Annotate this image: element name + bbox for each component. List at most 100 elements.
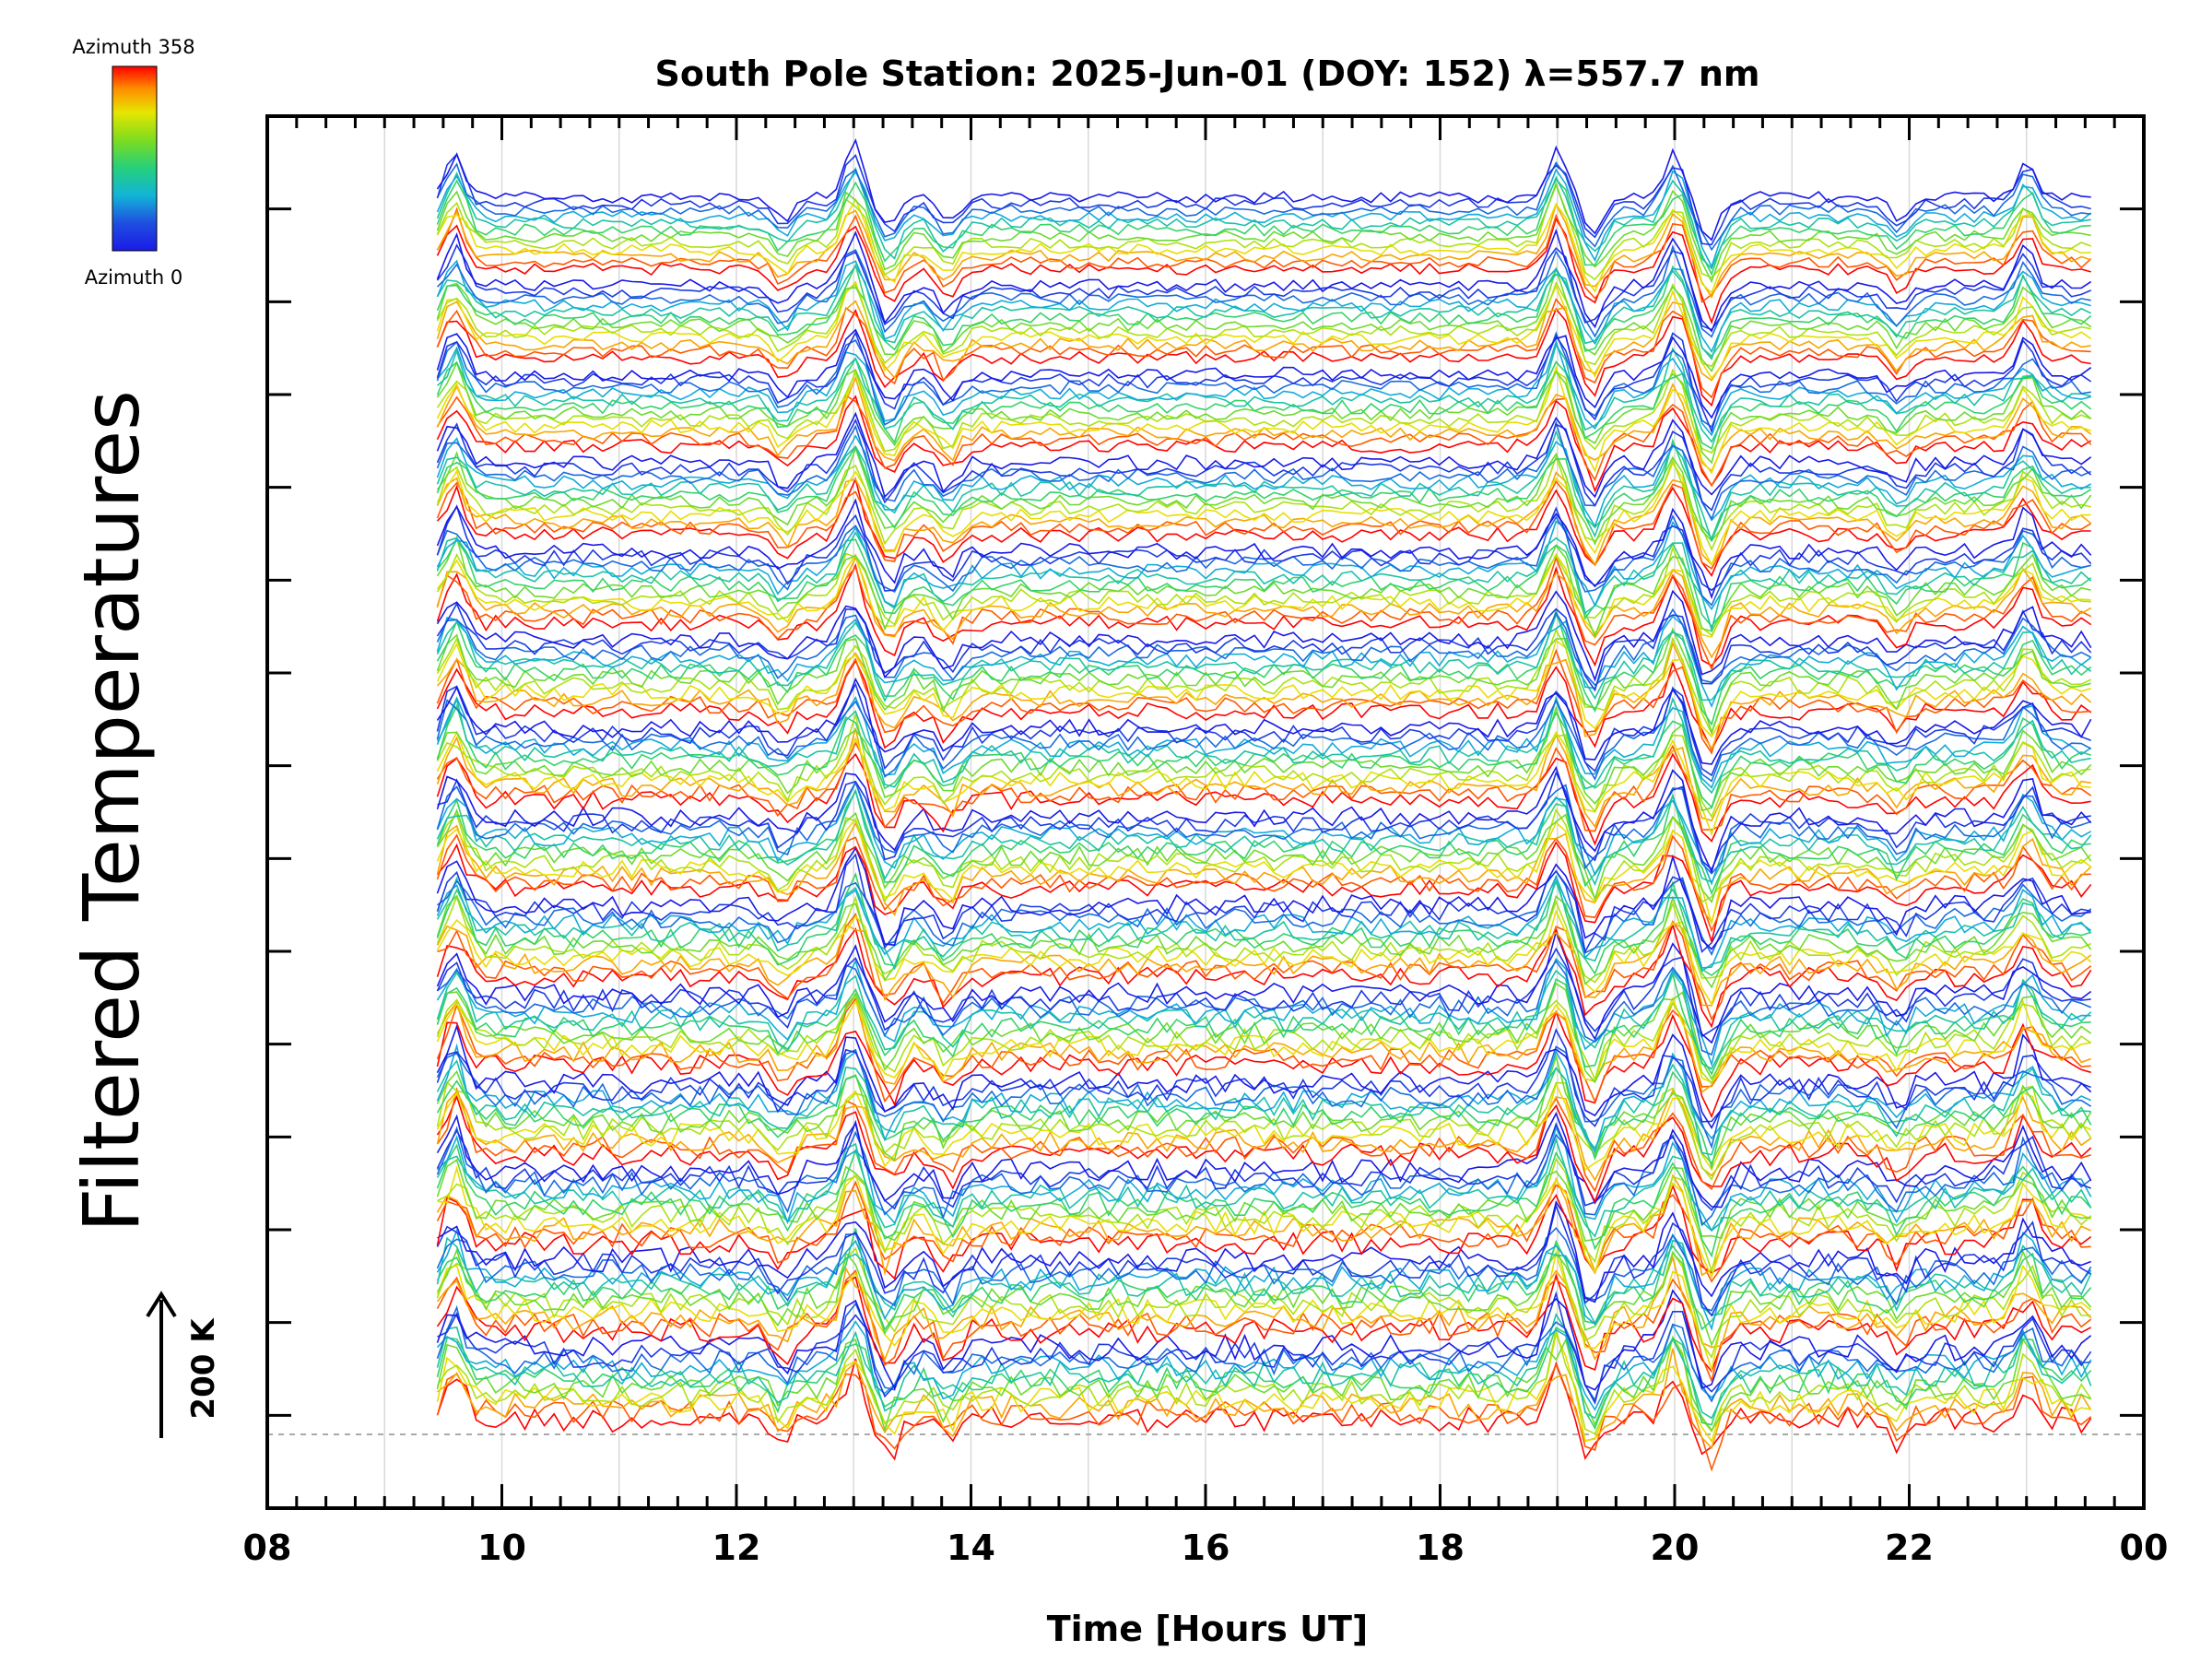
- temperature-trace: [436, 659, 2092, 751]
- temperature-trace: [436, 788, 2092, 887]
- temperature-trace: [436, 298, 2091, 399]
- temperature-trace: [436, 178, 2091, 277]
- temperature-trace: [436, 1228, 2092, 1331]
- temperature-trace: [436, 531, 2092, 633]
- temperature-trace: [436, 1203, 2092, 1317]
- temperature-trace: [436, 138, 2091, 242]
- temperature-trace: [436, 1269, 2092, 1384]
- colorbar-top-label: Azimuth 358: [72, 36, 194, 58]
- x-tick-label: 12: [712, 1527, 761, 1568]
- chart-title: South Pole Station: 2025-Jun-01 (DOY: 15…: [655, 53, 1760, 94]
- temperature-trace: [436, 181, 2091, 284]
- temperature-trace: [436, 168, 2092, 269]
- x-tick-label: 00: [2120, 1527, 2169, 1568]
- temperature-trace: [436, 808, 2092, 903]
- temperature-trace: [436, 894, 2092, 989]
- temperature-trace: [436, 833, 2091, 933]
- temperature-trace: [436, 445, 2092, 546]
- temperature-trace: [436, 615, 2092, 709]
- x-tick-label: 14: [947, 1527, 995, 1568]
- temperature-trace: [436, 982, 2092, 1084]
- temperature-trace: [436, 419, 2092, 512]
- x-tick-label: 08: [243, 1527, 292, 1568]
- x-tick-labels: 08 10 12 14 16 18 20 22 00: [243, 1527, 2169, 1568]
- temperature-trace: [436, 947, 2091, 1038]
- temperature-trace: [436, 612, 2092, 702]
- ticks: [265, 116, 2146, 1508]
- x-tick-label: 20: [1651, 1527, 1700, 1568]
- temperature-trace: [436, 1255, 2092, 1362]
- temperature-trace: [436, 711, 2091, 819]
- temperature-trace: [436, 538, 2092, 628]
- temperature-trace: [436, 368, 2091, 454]
- temperature-trace: [436, 752, 2091, 846]
- temperature-trace: [436, 727, 2091, 829]
- temperature-trace: [436, 197, 2091, 295]
- temperature-trace: [436, 1137, 2092, 1238]
- temperature-trace: [436, 1059, 2091, 1156]
- temperature-trace: [436, 331, 2091, 429]
- temperature-trace: [436, 628, 2092, 736]
- x-tick-label: 10: [477, 1527, 526, 1568]
- temperature-trace: [436, 1180, 2091, 1283]
- temperature-trace: [436, 607, 2092, 726]
- temperature-trace: [436, 765, 2092, 874]
- scale-bar-label: 200 K: [185, 1317, 222, 1420]
- temperature-trace: [436, 1045, 2092, 1150]
- temperature-trace: [436, 300, 2091, 382]
- temperature-trace: [436, 498, 2092, 600]
- temperature-trace: [436, 461, 2091, 567]
- temperature-trace: [436, 909, 2092, 1007]
- temperature-trace: [436, 686, 2092, 783]
- temperature-trace: [436, 430, 2091, 543]
- temperature-trace: [436, 1362, 2092, 1472]
- x-axis-label: Time [Hours UT]: [1047, 1609, 1369, 1649]
- temperature-trace: [436, 1081, 2092, 1172]
- temperature-trace: [436, 259, 2091, 353]
- temperature-trace: [436, 206, 2092, 303]
- y-axis-label: Filtered Temperatures: [66, 390, 157, 1233]
- temperature-trace: [436, 1338, 2092, 1433]
- temperature-trace: [436, 546, 2091, 637]
- temperature-trace: [436, 364, 2091, 475]
- temperature-trace: [436, 1054, 2092, 1164]
- temperature-trace: [436, 328, 2092, 419]
- temperature-trace: [436, 993, 2091, 1094]
- temperature-trace: [436, 677, 2092, 765]
- temperature-trace: [436, 1089, 2092, 1182]
- temperature-trace: [436, 1112, 2092, 1209]
- temperature-trace: [436, 627, 2091, 736]
- temperature-trace: [436, 331, 2092, 434]
- temperature-trace: [436, 217, 2091, 324]
- temperature-trace: [436, 395, 2092, 488]
- temperature-trace: [436, 438, 2092, 540]
- temperature-trace: [436, 265, 2092, 373]
- temperature-trace: [436, 808, 2092, 903]
- temperature-trace: [436, 1332, 2091, 1444]
- temperature-trace: [436, 471, 2092, 567]
- temperature-trace: [436, 696, 2092, 789]
- temperature-trace: [436, 479, 2092, 570]
- x-tick-label: 16: [1182, 1527, 1230, 1568]
- temperature-trace: [436, 1240, 2091, 1359]
- temperature-trace: [436, 202, 2091, 299]
- temperature-trace: [436, 343, 2091, 443]
- temperature-trace: [436, 876, 2092, 973]
- temperature-trace: [436, 780, 2091, 875]
- temperature-trace: [436, 996, 2091, 1084]
- temperature-trace: [436, 1272, 2092, 1374]
- temperature-trace: [436, 846, 2091, 950]
- temperature-trace: [436, 243, 2092, 331]
- temperature-trace: [436, 1023, 2092, 1130]
- temperature-trace: [436, 360, 2092, 465]
- temperature-trace: [436, 894, 2092, 984]
- temperature-trace: [436, 929, 2092, 1044]
- temperature-trace: [436, 419, 2092, 521]
- temperature-trace: [436, 228, 2092, 333]
- temperature-trace: [437, 1165, 2092, 1280]
- temperature-trace: [436, 821, 2092, 924]
- temperature-trace: [436, 1329, 2092, 1435]
- temperature-trace: [436, 1228, 2092, 1332]
- temperature-trace: [436, 841, 2092, 945]
